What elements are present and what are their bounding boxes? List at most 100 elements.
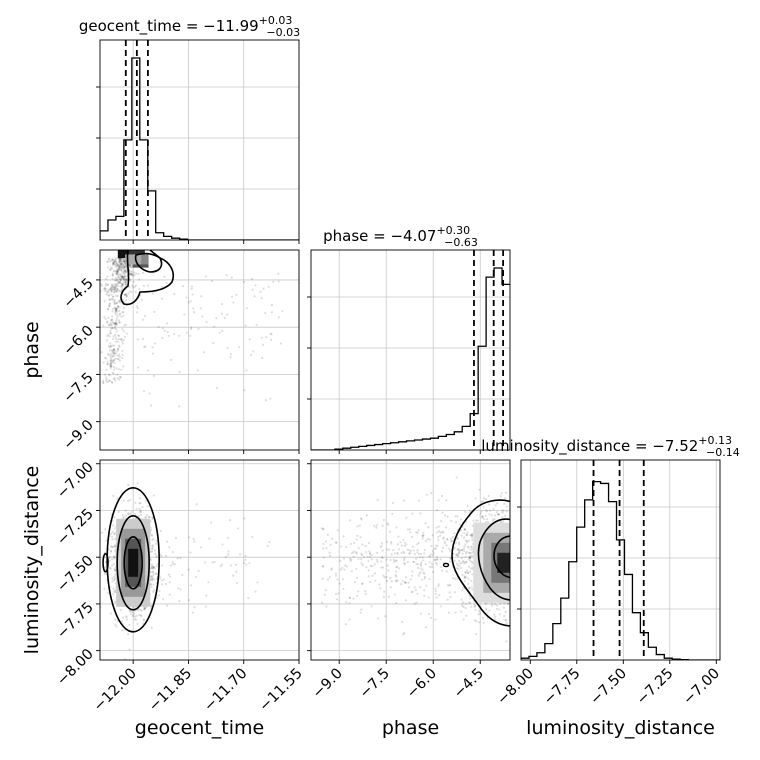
point — [121, 349, 124, 353]
point — [151, 544, 154, 547]
point — [135, 618, 138, 621]
point — [321, 577, 324, 580]
point — [461, 573, 464, 577]
point — [342, 535, 345, 538]
point — [112, 348, 116, 351]
point — [139, 511, 142, 514]
point — [109, 545, 113, 548]
point — [390, 580, 393, 583]
point — [118, 306, 121, 309]
point — [122, 260, 125, 263]
point — [267, 285, 270, 288]
point — [254, 590, 257, 593]
point — [415, 562, 418, 565]
point — [422, 571, 425, 574]
point — [118, 355, 121, 358]
point — [111, 285, 114, 289]
point — [111, 580, 114, 583]
point — [116, 340, 119, 343]
point — [463, 536, 466, 539]
point — [505, 622, 508, 625]
point — [498, 608, 501, 611]
ytick-label-luminosity_distance-1: −7.75 — [54, 599, 97, 642]
point — [429, 616, 432, 619]
point — [106, 591, 110, 595]
point — [324, 540, 328, 543]
point — [136, 622, 139, 625]
point — [112, 368, 116, 371]
point — [468, 556, 472, 559]
point — [106, 363, 110, 366]
point — [485, 602, 488, 605]
point — [177, 587, 180, 590]
point — [470, 545, 473, 548]
point — [111, 298, 114, 301]
point — [118, 261, 121, 264]
point — [435, 544, 438, 547]
point — [224, 555, 228, 559]
point — [187, 568, 190, 571]
point — [470, 536, 474, 539]
point — [143, 314, 147, 318]
point — [132, 280, 135, 284]
point — [503, 502, 506, 506]
point — [121, 287, 124, 290]
point — [114, 333, 117, 337]
point — [122, 281, 125, 284]
point — [487, 520, 490, 524]
xtick-label-luminosity_distance-1: −7.75 — [541, 666, 584, 709]
point — [120, 315, 123, 318]
point — [121, 342, 124, 345]
point — [221, 329, 224, 332]
point — [441, 537, 445, 540]
point — [470, 533, 473, 537]
point — [119, 278, 122, 281]
point — [152, 590, 155, 593]
point — [131, 614, 134, 617]
point — [365, 566, 368, 569]
point — [461, 602, 464, 605]
point — [117, 357, 120, 361]
point — [421, 534, 424, 538]
point — [234, 563, 237, 566]
point — [173, 563, 177, 566]
point — [423, 589, 426, 592]
point — [323, 593, 326, 596]
point — [154, 342, 157, 345]
point — [478, 609, 481, 613]
point — [227, 553, 230, 556]
point — [244, 324, 247, 327]
point — [129, 263, 132, 267]
point — [134, 615, 137, 618]
point — [109, 567, 112, 570]
point — [110, 360, 113, 363]
point — [341, 566, 344, 570]
point — [458, 565, 461, 568]
point — [385, 548, 389, 551]
point — [107, 291, 110, 294]
point — [481, 499, 484, 503]
point — [207, 581, 210, 584]
point — [443, 542, 446, 545]
point — [505, 619, 508, 622]
point — [462, 561, 466, 564]
point — [457, 549, 460, 552]
point — [360, 553, 364, 557]
point — [132, 614, 135, 618]
point — [159, 553, 162, 556]
point — [117, 266, 121, 269]
point — [451, 535, 455, 539]
point — [421, 534, 424, 537]
point — [359, 611, 362, 614]
point — [121, 261, 124, 264]
point — [344, 623, 347, 626]
point — [155, 539, 158, 542]
point — [117, 275, 120, 279]
point — [260, 356, 264, 360]
point — [454, 521, 458, 524]
point — [113, 287, 116, 290]
point — [368, 553, 372, 556]
point — [120, 491, 123, 494]
point — [465, 560, 468, 563]
point — [253, 295, 256, 298]
